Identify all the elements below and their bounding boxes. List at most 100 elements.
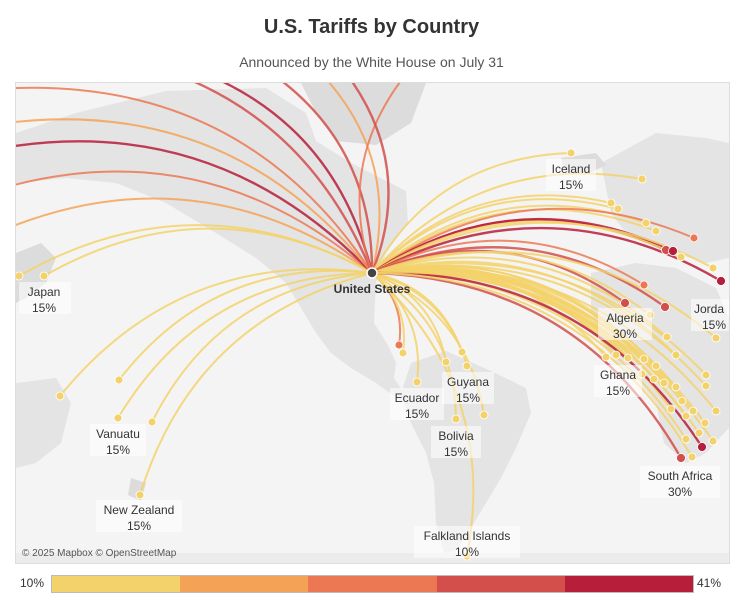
chart-title: U.S. Tariffs by Country — [263, 16, 480, 38]
destination-dot[interactable] — [694, 428, 704, 438]
label-vanuatu-name: Vanuatu — [96, 427, 140, 441]
destination-dot[interactable] — [649, 374, 659, 384]
destination-dot[interactable] — [708, 263, 718, 273]
label-jordan-name: Jorda — [694, 302, 724, 316]
destination-dot[interactable] — [662, 332, 672, 342]
destination-dot[interactable] — [716, 276, 726, 286]
destination-dot[interactable] — [451, 414, 461, 424]
flow-line — [139, 272, 373, 496]
flow-line — [117, 272, 373, 419]
flow-line — [371, 264, 707, 387]
destination-dot[interactable] — [479, 410, 489, 420]
label-iceland-name: Iceland — [552, 162, 591, 176]
destination-dot[interactable] — [620, 298, 630, 308]
flow-line — [371, 239, 645, 286]
destination-dot[interactable] — [462, 361, 472, 371]
flow-line — [351, 83, 390, 274]
label-ghana-tariff: 15% — [606, 384, 630, 398]
label-algeria-tariff: 30% — [613, 327, 637, 341]
label-japan-tariff: 15% — [32, 301, 56, 315]
destination-dot[interactable] — [637, 174, 647, 184]
flow-map[interactable]: United States Iceland 15% Japan 15% Alge… — [16, 83, 729, 563]
destination-dot[interactable] — [623, 353, 633, 363]
destination-dot[interactable] — [668, 246, 678, 256]
flow-line — [118, 269, 373, 381]
label-iceland-tariff: 15% — [559, 178, 583, 192]
country-labels: United States Iceland 15% Japan 15% Alge… — [19, 159, 729, 559]
destination-dot[interactable] — [651, 226, 661, 236]
label-falkland-islands-name: Falkland Islands — [424, 529, 511, 543]
legend-segment-1 — [52, 576, 181, 592]
destination-dot[interactable] — [613, 204, 623, 214]
label-bolivia-tariff: 15% — [444, 445, 468, 459]
flow-line — [151, 272, 373, 423]
destination-dot[interactable] — [660, 302, 670, 312]
destination-dot[interactable] — [398, 348, 408, 358]
destination-dot[interactable] — [681, 434, 691, 444]
destination-dot[interactable] — [688, 406, 698, 416]
destination-dot[interactable] — [114, 375, 124, 385]
legend-segment-3 — [308, 576, 437, 592]
destination-dot[interactable] — [671, 350, 681, 360]
legend-max-label: 41% — [697, 576, 722, 590]
destination-dot[interactable] — [601, 352, 611, 362]
origin-marker — [366, 267, 378, 279]
destination-dot[interactable] — [457, 347, 467, 357]
destination-dot[interactable] — [677, 396, 687, 406]
destination-dot[interactable] — [711, 406, 721, 416]
map-panel[interactable]: United States Iceland 15% Japan 15% Alge… — [15, 82, 730, 564]
destination-dot[interactable] — [659, 378, 669, 388]
destination-dot[interactable] — [55, 391, 65, 401]
destination-dot[interactable] — [671, 382, 681, 392]
flow-line — [371, 271, 683, 459]
destination-dot[interactable] — [147, 417, 157, 427]
destination-dot[interactable] — [566, 148, 576, 158]
destination-dot[interactable] — [701, 381, 711, 391]
destination-dot[interactable] — [135, 490, 145, 500]
destination-dot[interactable] — [697, 442, 707, 452]
flow-line — [282, 83, 374, 274]
destination-dot[interactable] — [611, 350, 621, 360]
label-jordan-tariff: 15% — [702, 318, 726, 332]
destination-dot[interactable] — [651, 361, 661, 371]
destination-dot[interactable] — [666, 404, 676, 414]
chart-subtitle: Announced by the White House on July 31 — [239, 54, 504, 70]
flow-line — [16, 197, 373, 274]
destination-dot[interactable] — [689, 233, 699, 243]
label-ghana-name: Ghana — [600, 368, 636, 382]
flow-line — [371, 270, 706, 424]
destination-dot[interactable] — [681, 411, 691, 421]
destination-dot[interactable] — [39, 271, 49, 281]
flow-line — [16, 140, 373, 274]
destination-dot[interactable] — [687, 452, 697, 462]
flow-line — [222, 83, 374, 274]
destination-dot[interactable] — [700, 418, 710, 428]
map-attribution[interactable]: © 2025 Mapbox © OpenStreetMap — [22, 548, 177, 559]
destination-dot[interactable] — [16, 271, 24, 281]
flow-line — [43, 227, 373, 277]
flow-line — [59, 268, 373, 397]
destination-dot[interactable] — [641, 218, 651, 228]
label-new-zealand-tariff: 15% — [127, 519, 151, 533]
label-guyana-name: Guyana — [447, 375, 489, 389]
destination-dot[interactable] — [701, 370, 711, 380]
united-states-dot[interactable] — [366, 267, 378, 279]
flow-line — [371, 246, 666, 308]
destination-dot[interactable] — [639, 354, 649, 364]
destination-dot[interactable] — [113, 413, 123, 423]
destination-dot[interactable] — [639, 280, 649, 290]
destination-dot[interactable] — [676, 453, 686, 463]
land-layer — [16, 83, 729, 563]
destination-dot[interactable] — [412, 377, 422, 387]
destination-dot[interactable] — [394, 340, 404, 350]
destination-dot[interactable] — [441, 357, 451, 367]
flow-line — [16, 118, 373, 274]
flow-lines — [16, 83, 722, 557]
destination-dot[interactable] — [711, 333, 721, 343]
destination-dot[interactable] — [606, 198, 616, 208]
flow-line — [371, 208, 657, 274]
destination-dot[interactable] — [708, 436, 718, 446]
legend-segment-2 — [180, 576, 309, 592]
destination-dot[interactable] — [676, 252, 686, 262]
flow-line — [193, 83, 374, 274]
